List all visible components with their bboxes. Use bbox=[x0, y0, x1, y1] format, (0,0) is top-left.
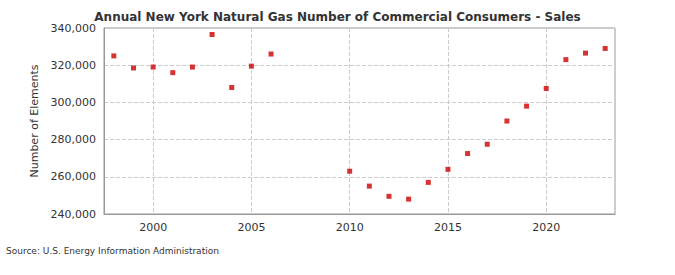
svg-text:2015: 2015 bbox=[434, 221, 462, 234]
svg-text:2000: 2000 bbox=[139, 221, 167, 234]
svg-text:2005: 2005 bbox=[237, 221, 265, 234]
svg-text:Number of Elements: Number of Elements bbox=[28, 64, 41, 177]
svg-text:2010: 2010 bbox=[336, 221, 364, 234]
svg-text:300,000: 300,000 bbox=[51, 96, 97, 109]
svg-text:240,000: 240,000 bbox=[51, 208, 97, 221]
svg-text:260,000: 260,000 bbox=[51, 170, 97, 183]
svg-text:Source: U.S. Energy Informatio: Source: U.S. Energy Information Administ… bbox=[6, 246, 219, 256]
svg-text:280,000: 280,000 bbox=[51, 133, 97, 146]
svg-text:Annual New York Natural Gas Nu: Annual New York Natural Gas Number of Co… bbox=[94, 10, 580, 24]
svg-text:340,000: 340,000 bbox=[51, 22, 97, 35]
svg-text:2020: 2020 bbox=[532, 221, 560, 234]
svg-text:320,000: 320,000 bbox=[51, 59, 97, 72]
